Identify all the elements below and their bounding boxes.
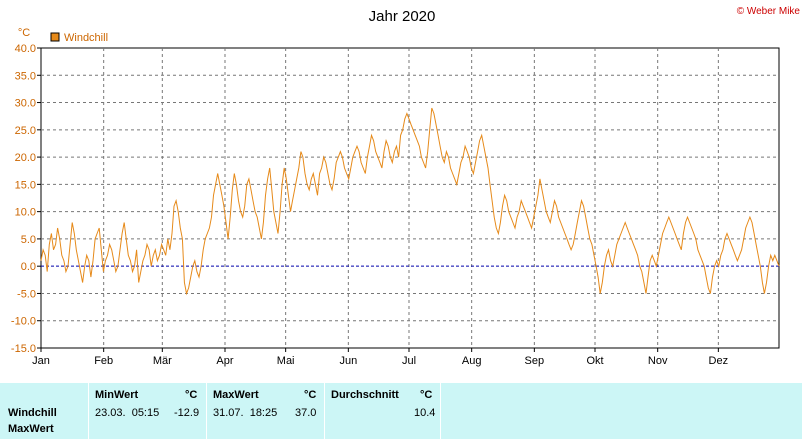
y-tick-label: 20.0 [15,152,36,164]
y-tick-label: 5.0 [21,234,36,246]
chart-title: Jahr 2020 [369,8,436,25]
x-tick-label: Jan [32,355,50,367]
x-tick-label: Jul [402,355,416,367]
legend-label: Windchill [64,32,108,44]
y-tick-label: -5.0 [17,288,36,300]
copyright-text: © Weber Mike [737,6,801,17]
x-tick-label: Aug [462,355,482,367]
plot-area: 40.0 35.0 30.0 25.0 20.0 15.0 10.0 5.0 0.0 -5.0 -1… [11,43,780,367]
x-tick-label: Dez [709,355,729,367]
divider [88,383,89,439]
y-tick-label: 25.0 [15,125,36,137]
divider [440,383,441,439]
y-tick-label: 0.0 [21,261,36,273]
x-tick-label: Jun [339,355,357,367]
y-tick-label: 35.0 [15,70,36,82]
divider [324,383,325,439]
divider [206,383,207,439]
min-value: -12.9 [174,407,200,419]
row-label-windchill: Windchill [8,407,57,419]
max-datetime: 31.07. 18:25 [213,407,278,419]
stats-panel: Windchill MaxWert MinWert °C 23.03. 05:1… [0,383,802,439]
y-tick-label: -10.0 [11,316,36,328]
y-tick-label: 10.0 [15,207,36,219]
avg-value: 10.4 [414,407,436,419]
plot-frame [40,47,780,349]
max-value: 37.0 [295,407,317,419]
x-tick-label: Sep [525,355,545,367]
max-unit: °C [304,389,317,401]
x-tick-label: Okt [586,355,603,367]
x-tick-label: Apr [216,355,233,367]
min-unit: °C [185,389,198,401]
y-axis-unit: °C [18,27,30,39]
chart: Jahr 2020 © Weber Mike °C Windchill 40.0… [11,6,801,367]
avg-unit: °C [420,389,433,401]
row-label-maxwert: MaxWert [8,423,54,435]
x-tick-label: Mai [277,355,295,367]
y-tick-label: 40.0 [15,43,36,55]
y-tick-label: 30.0 [15,98,36,110]
x-tick-label: Mär [153,355,172,367]
legend-swatch [50,32,60,42]
y-tick-label: -15.0 [11,343,36,355]
x-tick-label: Nov [648,355,668,367]
series-line-windchill [40,107,780,296]
y-tick-label: 15.0 [15,179,36,191]
avg-header: Durchschnitt [331,389,399,401]
min-datetime: 23.03. 05:15 [95,407,160,419]
x-tick-label: Feb [94,355,113,367]
min-header: MinWert [95,389,139,401]
max-header: MaxWert [213,389,259,401]
